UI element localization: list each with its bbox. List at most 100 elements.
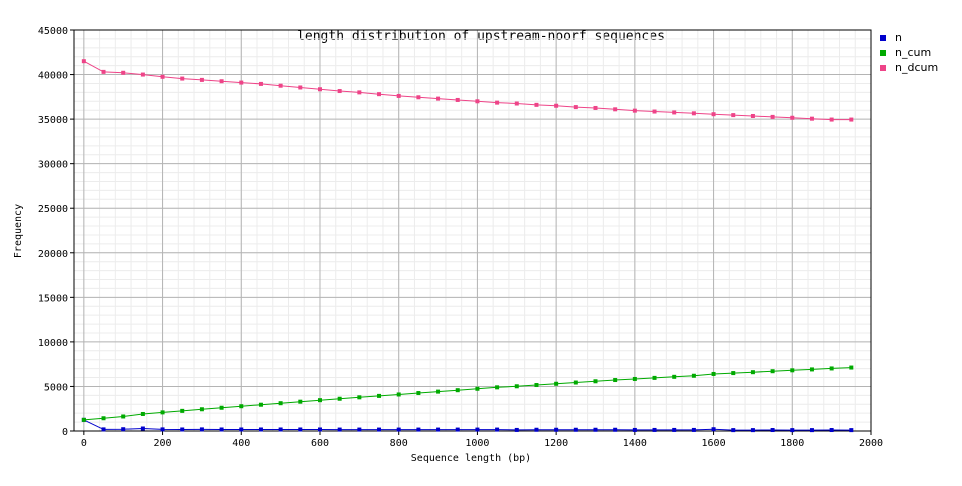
data-point-n	[652, 427, 657, 432]
data-point-n	[298, 427, 303, 432]
data-point-n	[160, 427, 165, 432]
data-point-n_cum	[337, 396, 342, 401]
data-point-n	[750, 428, 755, 433]
data-point-n	[199, 427, 204, 432]
data-point-n	[121, 427, 126, 432]
data-point-n_dcum	[239, 80, 244, 85]
data-point-n_cum	[416, 391, 421, 396]
data-point-n	[455, 427, 460, 432]
data-point-n_cum	[495, 385, 500, 390]
x-tick-label: 1400	[623, 438, 647, 449]
data-point-n_dcum	[731, 113, 736, 118]
data-point-n_cum	[632, 376, 637, 381]
data-point-n_dcum	[691, 111, 696, 116]
data-point-n_cum	[199, 407, 204, 412]
y-tick-label: 20000	[38, 249, 68, 260]
data-point-n	[593, 427, 598, 432]
data-point-n_cum	[357, 395, 362, 400]
x-tick-label: 600	[311, 438, 329, 449]
y-tick-label: 40000	[38, 71, 68, 82]
data-point-n	[140, 426, 145, 431]
data-point-n_cum	[160, 410, 165, 415]
data-point-n_cum	[790, 368, 795, 373]
data-point-n_dcum	[278, 83, 283, 88]
y-tick-label: 10000	[38, 338, 68, 349]
data-point-n_dcum	[750, 113, 755, 118]
grid	[74, 29, 872, 432]
legend-item-n_cum: n_cum	[880, 45, 938, 60]
legend-label: n_dcum	[895, 61, 939, 74]
x-tick-label: 1200	[544, 438, 568, 449]
data-point-n_cum	[140, 411, 145, 416]
data-point-n	[790, 428, 795, 433]
y-tick-label: 5000	[44, 382, 68, 393]
data-point-n_cum	[258, 402, 263, 407]
data-point-n_dcum	[180, 76, 185, 81]
data-point-n_dcum	[455, 97, 460, 102]
data-point-n_cum	[436, 389, 441, 394]
legend-swatch	[880, 64, 886, 71]
data-point-n_cum	[750, 370, 755, 375]
data-point-n	[101, 427, 106, 432]
data-point-n	[377, 427, 382, 432]
data-point-n_cum	[239, 404, 244, 409]
data-point-n_dcum	[770, 114, 775, 119]
data-point-n	[219, 427, 224, 432]
y-axis-label: Frequency	[13, 204, 24, 258]
data-point-n_dcum	[652, 109, 657, 114]
data-point-n	[829, 428, 834, 433]
x-tick-label: 0	[81, 438, 87, 449]
data-point-n_cum	[396, 392, 401, 397]
data-point-n_cum	[731, 371, 736, 376]
data-point-n_dcum	[475, 99, 480, 104]
data-point-n	[436, 427, 441, 432]
data-point-n	[278, 427, 283, 432]
data-point-n_dcum	[337, 89, 342, 94]
x-axis-label: Sequence length (bp)	[411, 453, 531, 464]
data-point-n_dcum	[809, 116, 814, 121]
data-point-n	[396, 427, 401, 432]
data-point-n	[258, 427, 263, 432]
data-point-n	[495, 427, 500, 432]
x-tick-label: 1800	[780, 438, 804, 449]
data-point-n	[849, 428, 854, 433]
data-point-n_cum	[121, 414, 126, 419]
data-point-n_dcum	[534, 102, 539, 107]
y-tick-label: 35000	[38, 115, 68, 126]
data-point-n_cum	[317, 398, 322, 403]
data-point-n_cum	[278, 401, 283, 406]
data-point-n_cum	[455, 388, 460, 393]
data-point-n_dcum	[298, 85, 303, 90]
data-point-n	[711, 427, 716, 432]
y-tick-label: 30000	[38, 160, 68, 171]
data-point-n_cum	[652, 375, 657, 380]
data-point-n_dcum	[416, 95, 421, 100]
data-point-n_dcum	[573, 105, 578, 110]
x-tick-label: 1000	[465, 438, 489, 449]
data-point-n_dcum	[121, 70, 126, 75]
data-point-n	[337, 427, 342, 432]
data-point-n_dcum	[199, 77, 204, 82]
axes: 0 200 400 600 800 1000 1200 1400 1600 1800 2000050…	[38, 26, 883, 449]
data-point-n_dcum	[632, 108, 637, 113]
legend-item-n: n	[880, 30, 938, 45]
data-point-n_cum	[809, 367, 814, 372]
data-point-n_cum	[180, 408, 185, 413]
data-point-n_cum	[101, 416, 106, 421]
data-point-n_dcum	[101, 69, 106, 74]
data-point-n_dcum	[396, 93, 401, 98]
data-point-n_cum	[534, 383, 539, 388]
data-point-n	[514, 427, 519, 432]
data-point-n_dcum	[790, 115, 795, 120]
data-point-n	[317, 427, 322, 432]
data-point-n	[573, 427, 578, 432]
data-point-n_cum	[514, 384, 519, 389]
series-line-n	[83, 419, 852, 431]
data-point-n_dcum	[711, 112, 716, 117]
legend-swatch	[880, 49, 886, 56]
x-tick-label: 1600	[702, 438, 726, 449]
data-point-n_cum	[770, 369, 775, 374]
data-point-n_cum	[554, 381, 559, 386]
